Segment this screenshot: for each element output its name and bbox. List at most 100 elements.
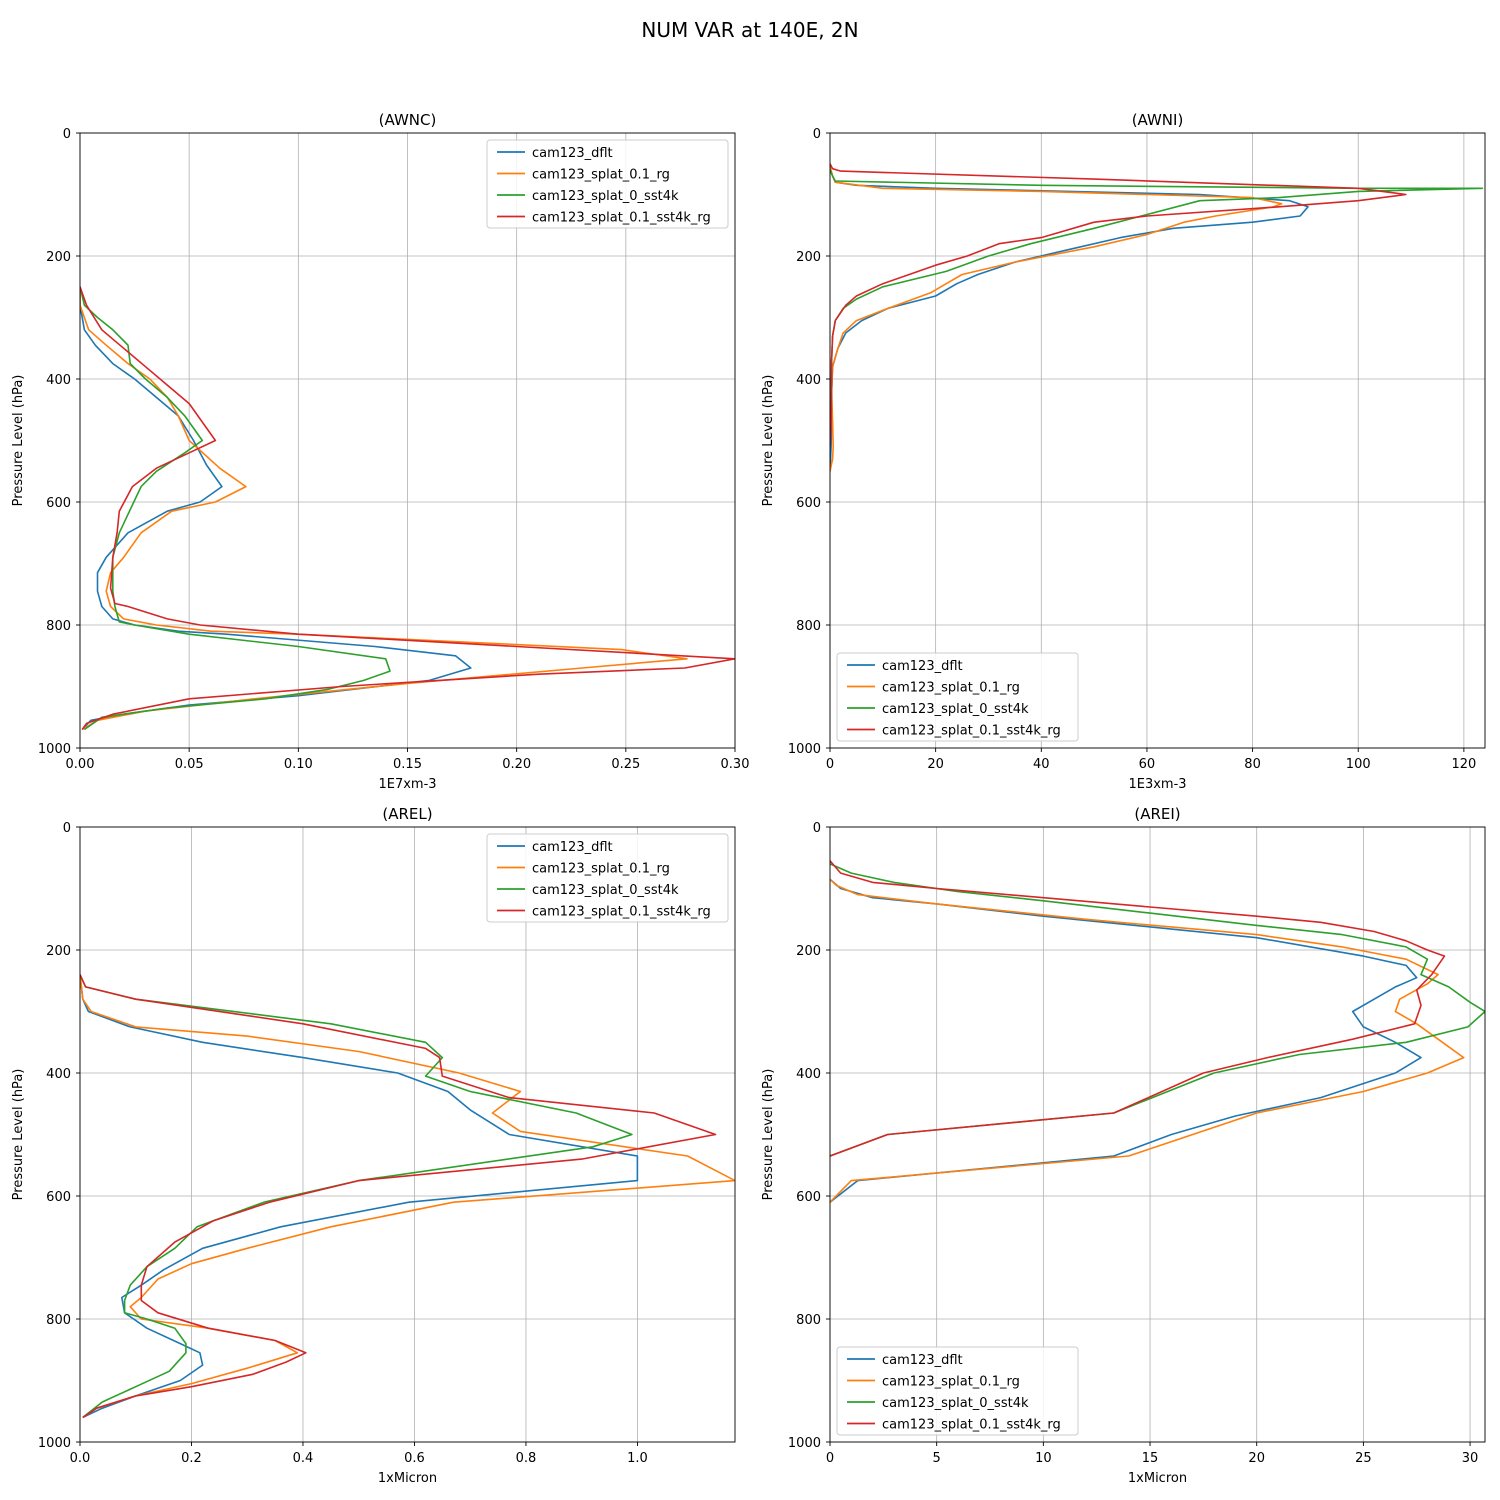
legend-label: cam123_dflt	[532, 146, 613, 161]
series-line-cam123-splat-0-1-rg	[830, 166, 1283, 472]
x-tick-label: 0.05	[175, 757, 204, 772]
legend-label: cam123_splat_0.1_rg	[882, 1375, 1020, 1390]
series-group	[80, 974, 735, 1419]
legend-label: cam123_splat_0_sst4k	[532, 883, 679, 898]
x-tick-label: 20	[927, 757, 944, 772]
x-axis-label: 1E7xm-3	[378, 777, 436, 792]
x-axis-label: 1E3xm-3	[1128, 777, 1186, 792]
y-tick-label: 0	[813, 821, 821, 836]
x-tick-label: 100	[1346, 757, 1371, 772]
legend-label: cam123_splat_0.1_rg	[532, 168, 670, 183]
x-tick-label: 0.2	[181, 1451, 202, 1466]
series-group	[830, 163, 1484, 472]
legend-box	[486, 833, 729, 923]
x-tick-label: 5	[933, 1451, 941, 1466]
y-tick-label: 600	[46, 496, 71, 511]
series-line-cam123-splat-0-sst4k	[830, 169, 1484, 423]
series-line-cam123-splat-0-sst4k	[80, 286, 391, 731]
series-line-cam123-splat-0-1-rg	[80, 974, 735, 1419]
series-line-cam123-dflt	[80, 974, 639, 1419]
series-line-cam123-splat-0-1-sst4k-rg	[80, 974, 717, 1419]
x-axis-label: 1xMicron	[1128, 1471, 1187, 1486]
x-tick-label: 0	[826, 1451, 834, 1466]
axes-frame	[829, 132, 1486, 749]
x-tick-label: 0.15	[393, 757, 422, 772]
legend: cam123_dflt cam123_splat_0.1_rg cam123_spl…	[486, 139, 729, 229]
y-tick-label: 200	[796, 944, 821, 959]
legend-box	[836, 1346, 1079, 1436]
y-tick-label: 800	[796, 619, 821, 634]
y-axis-label: Pressure Level (hPa)	[11, 1069, 26, 1201]
y-tick-label: 0	[813, 127, 821, 142]
x-tick-label: 0.6	[404, 1451, 425, 1466]
legend-label: cam123_splat_0.1_sst4k_rg	[882, 1418, 1061, 1433]
panel-title: (AWNI)	[1132, 111, 1184, 129]
y-tick-label: 200	[46, 944, 71, 959]
y-axis-label: Pressure Level (hPa)	[761, 375, 776, 507]
panel-arel: 0.0 0.2 0.4 0.6 0.8 1.0 0 200 400 600 800 1000 (AREL…	[11, 805, 736, 1486]
x-tick-label: 0.0	[70, 1451, 91, 1466]
legend-label: cam123_splat_0_sst4k	[882, 1396, 1029, 1411]
y-axis-label: Pressure Level (hPa)	[11, 375, 26, 507]
panel-title: (AREI)	[1134, 805, 1180, 823]
legend-label: cam123_dflt	[882, 1353, 963, 1368]
series-line-cam123-splat-0-1-rg	[830, 878, 1465, 1203]
legend-label: cam123_splat_0.1_sst4k_rg	[882, 724, 1061, 739]
x-tick-label: 0	[826, 757, 834, 772]
y-tick-label: 800	[46, 619, 71, 634]
panel-awnc: 0.00 0.05 0.10 0.15 0.20 0.25 0.30 0 200 400 600 80…	[11, 111, 749, 792]
x-tick-label: 0.4	[293, 1451, 314, 1466]
legend-label: cam123_splat_0.1_sst4k_rg	[532, 211, 711, 226]
x-tick-label: 0.25	[611, 757, 640, 772]
x-tick-label: 0.20	[502, 757, 531, 772]
y-tick-label: 0	[63, 127, 71, 142]
y-axis-label: Pressure Level (hPa)	[761, 1069, 776, 1201]
y-tick-label: 400	[46, 1067, 71, 1082]
x-tick-label: 15	[1142, 1451, 1159, 1466]
x-tick-label: 0.8	[516, 1451, 537, 1466]
y-tick-label: 0	[63, 821, 71, 836]
y-tick-label: 1000	[38, 1436, 71, 1451]
series-line-cam123-splat-0-sst4k	[80, 974, 633, 1419]
panel-arei: 0 5 10 15 20 25 30 0 200 400 600 800 1000 (AREI) 1xMic…	[761, 805, 1486, 1486]
y-tick-label: 600	[46, 1190, 71, 1205]
panel-title: (AREL)	[382, 805, 432, 823]
y-tick-label: 600	[796, 1190, 821, 1205]
series-line-cam123-splat-0-sst4k	[830, 863, 1485, 1157]
x-tick-label: 40	[1033, 757, 1050, 772]
y-tick-label: 200	[46, 250, 71, 265]
x-tick-label: 20	[1248, 1451, 1265, 1466]
y-tick-label: 200	[796, 250, 821, 265]
series-group	[80, 286, 735, 731]
x-tick-label: 0.30	[721, 757, 750, 772]
legend-label: cam123_splat_0.1_rg	[532, 862, 670, 877]
legend-box	[486, 139, 729, 229]
y-tick-label: 1000	[788, 1436, 821, 1451]
x-tick-label: 25	[1355, 1451, 1372, 1466]
legend: cam123_dflt cam123_splat_0.1_rg cam123_spl…	[836, 1346, 1079, 1436]
x-tick-label: 0.00	[66, 757, 95, 772]
series-line-cam123-splat-0-1-sst4k-rg	[830, 163, 1407, 447]
series-group	[830, 860, 1485, 1203]
axes-frame	[79, 826, 736, 1443]
panel-awni: 0 20 40 60 80 100 120 0 200 400 600 800 1000 (AWNI) 1E…	[761, 111, 1486, 792]
x-tick-label: 1.0	[627, 1451, 648, 1466]
legend: cam123_dflt cam123_splat_0.1_rg cam123_spl…	[836, 652, 1079, 742]
legend: cam123_dflt cam123_splat_0.1_rg cam123_spl…	[486, 833, 729, 923]
figure-suptitle: NUM VAR at 140E, 2N	[641, 18, 858, 42]
x-tick-label: 30	[1462, 1451, 1479, 1466]
x-tick-label: 60	[1139, 757, 1156, 772]
series-line-cam123-dflt	[830, 878, 1422, 1203]
legend-label: cam123_splat_0_sst4k	[532, 189, 679, 204]
series-line-cam123-splat-0-1-rg	[80, 286, 688, 731]
series-line-cam123-splat-0-1-sst4k-rg	[830, 860, 1446, 1157]
y-tick-label: 400	[796, 1067, 821, 1082]
legend-label: cam123_dflt	[882, 659, 963, 674]
y-tick-label: 600	[796, 496, 821, 511]
y-tick-label: 400	[46, 373, 71, 388]
y-tick-label: 1000	[38, 742, 71, 757]
series-line-cam123-splat-0-1-sst4k-rg	[80, 286, 735, 730]
legend-label: cam123_splat_0.1_rg	[882, 681, 1020, 696]
series-line-cam123-dflt	[80, 286, 472, 731]
